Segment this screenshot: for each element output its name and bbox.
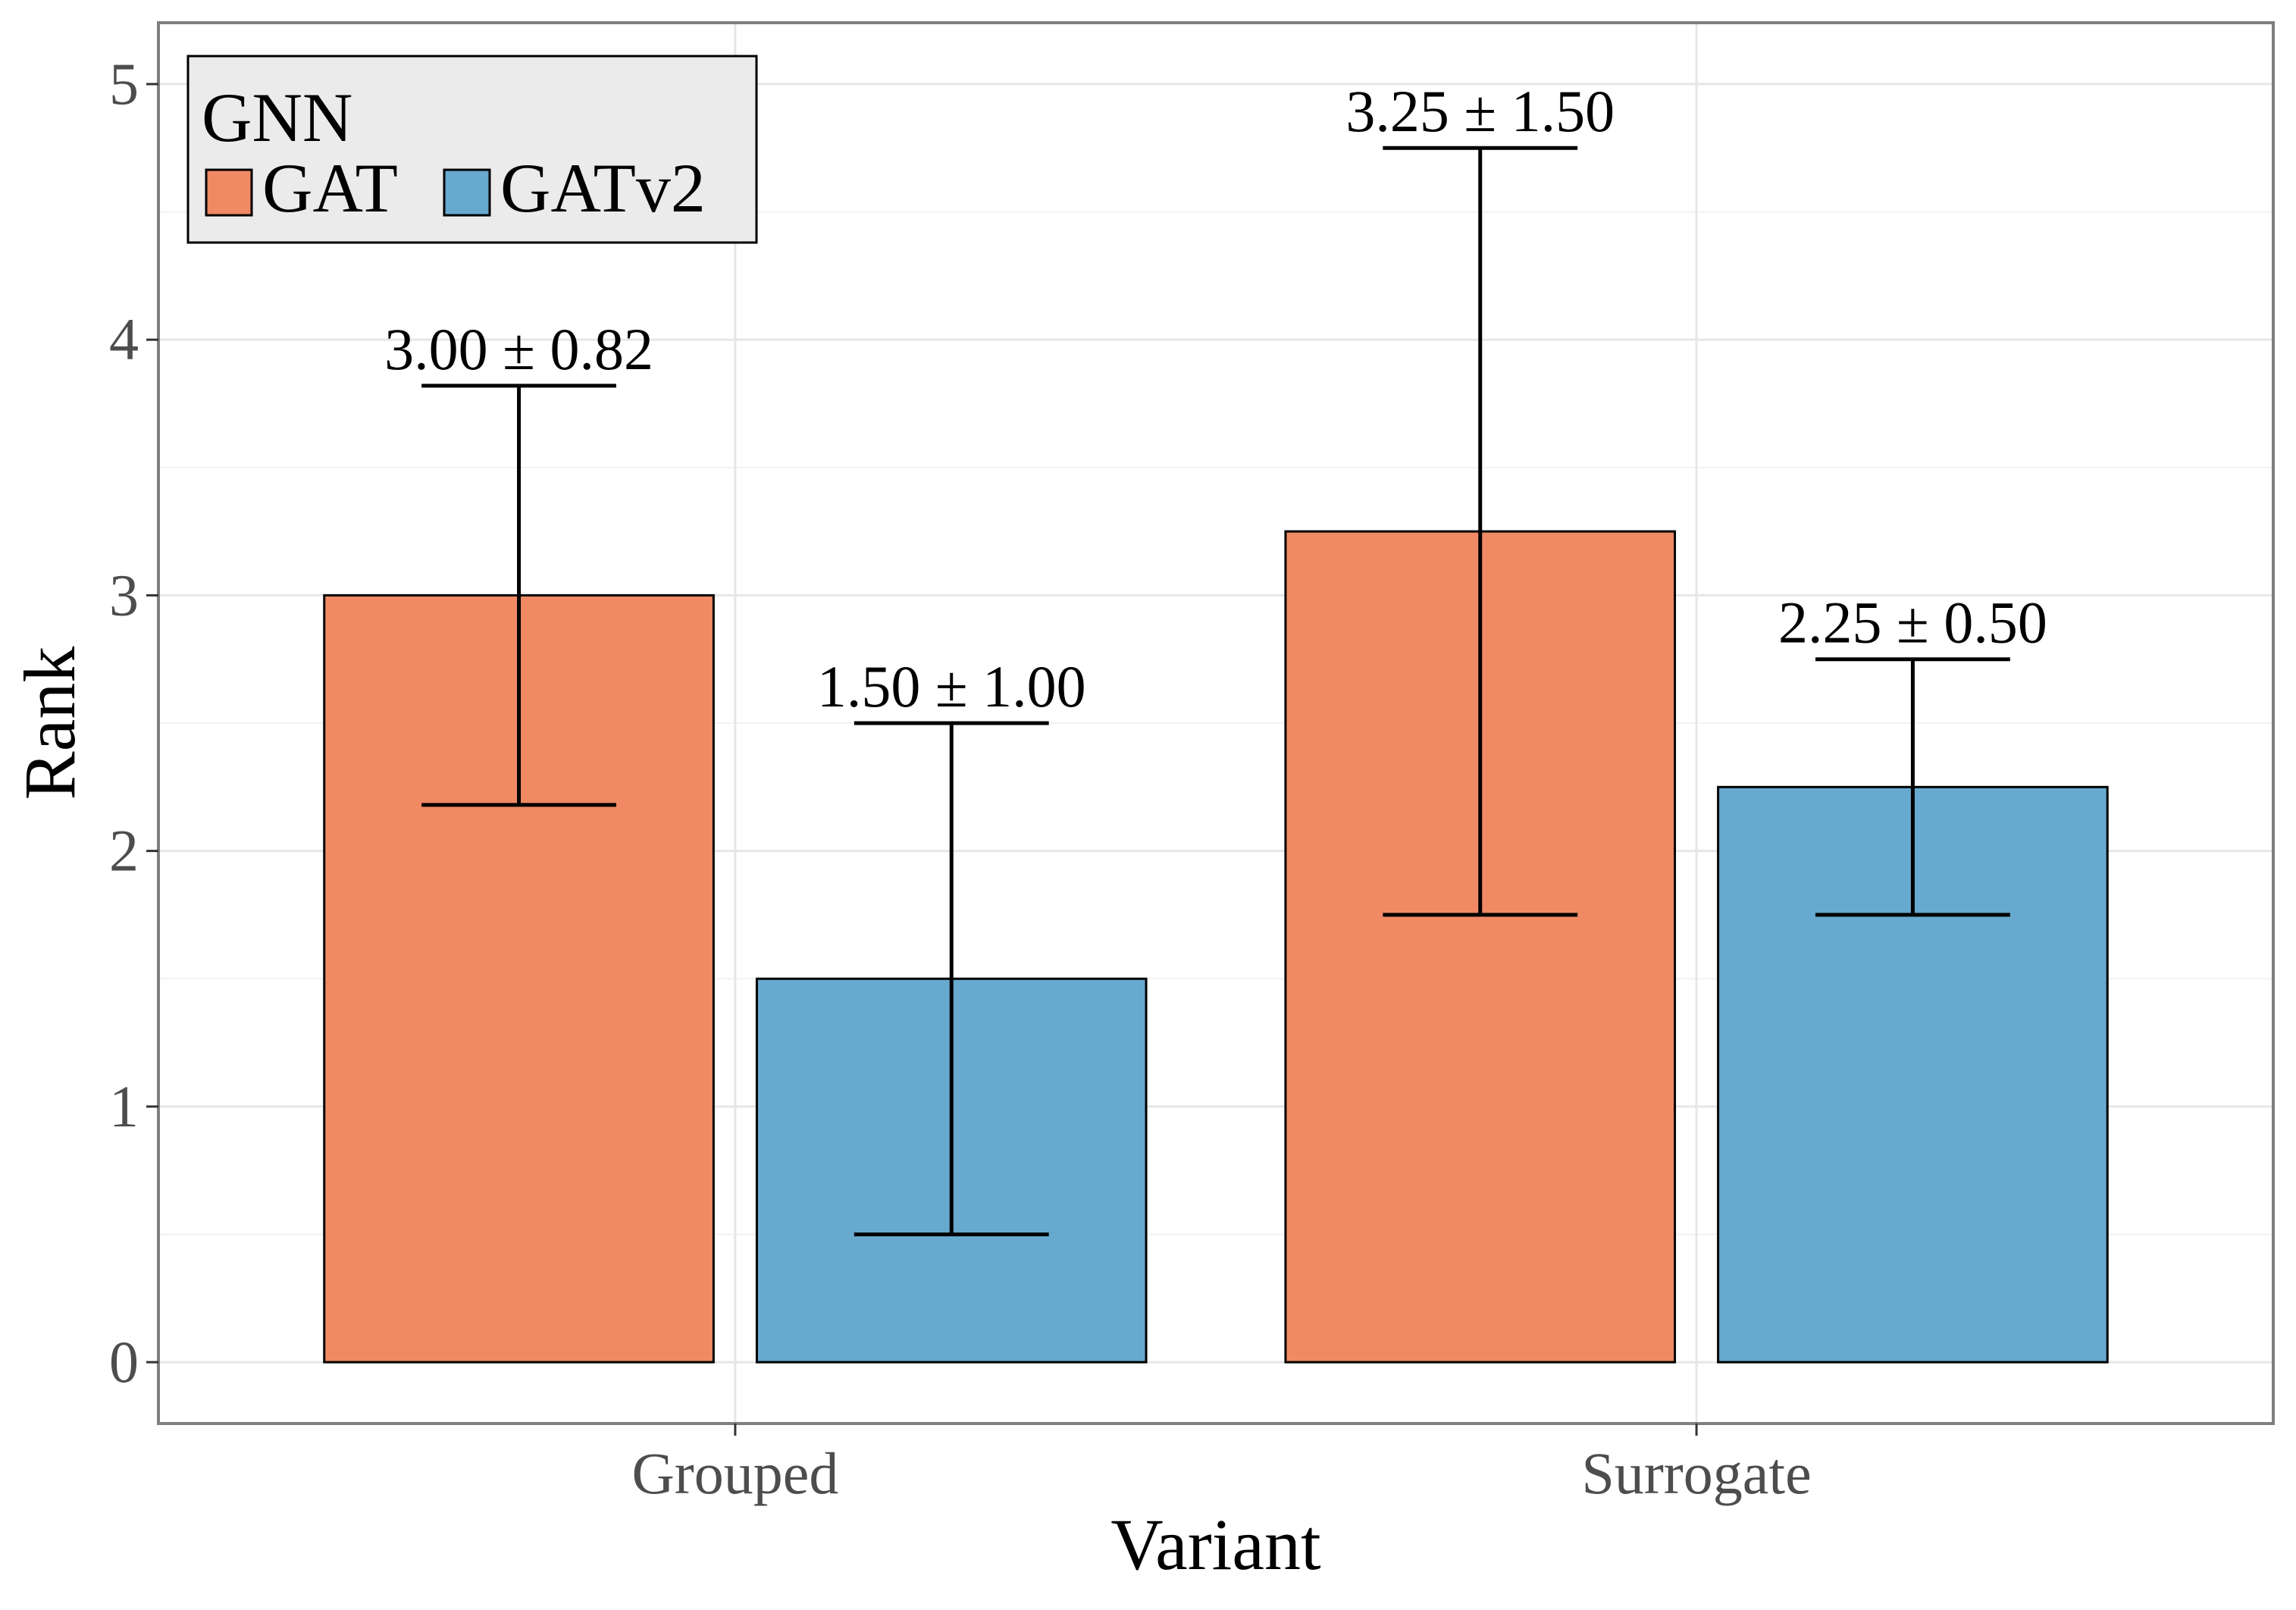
x-tick-label: Grouped [631, 1440, 838, 1506]
y-tick-label: 5 [109, 51, 139, 117]
bar-value-label: 3.25 ± 1.50 [1345, 78, 1615, 144]
y-axis: 0 1 2 3 4 5 [109, 51, 158, 1395]
x-axis-title: Variant [1110, 1504, 1321, 1585]
y-axis-title: Rank [9, 647, 90, 800]
bar-value-label: 1.50 ± 1.00 [817, 653, 1086, 719]
bar-value-labels: 3.00 ± 0.82 3.25 ± 1.50 1.50 ± 1.00 2.25 ± … [384, 78, 2047, 719]
y-tick-label: 4 [109, 306, 139, 372]
y-tick-label: 1 [109, 1073, 139, 1139]
legend: GNN GAT GATv2 [186, 55, 758, 244]
y-tick-label: 2 [109, 818, 139, 884]
bar-value-label: 2.25 ± 0.50 [1778, 590, 2047, 656]
legend-swatch-gatv2 [443, 168, 491, 217]
legend-label-gatv2: GATv2 [500, 149, 706, 227]
legend-swatch-gat [205, 168, 253, 217]
x-axis: Grouped Surrogate [631, 1424, 1812, 1506]
legend-label-gat: GAT [262, 149, 398, 227]
bar-value-label: 3.00 ± 0.82 [384, 316, 653, 382]
y-tick-label: 0 [109, 1329, 139, 1395]
x-tick-label: Surrogate [1581, 1440, 1811, 1506]
error-bars [421, 146, 2010, 1236]
plot-border [157, 21, 2275, 1425]
legend-title: GNN [202, 79, 352, 156]
y-tick-label: 3 [109, 562, 139, 628]
